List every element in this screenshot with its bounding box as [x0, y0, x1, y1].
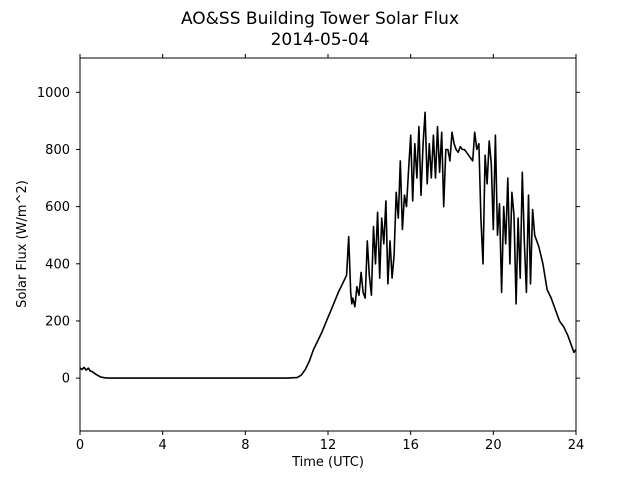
y-tick-label-5: 1000	[37, 86, 70, 101]
x-tick-label-0: 0	[76, 438, 84, 453]
y-tick-label-0: 0	[62, 372, 70, 387]
x-tick-label-3: 12	[320, 438, 337, 453]
chart-title: AO&SS Building Tower Solar Flux	[181, 9, 459, 29]
y-tick-label-4: 800	[45, 143, 70, 158]
x-tick-label-5: 20	[485, 438, 502, 453]
y-tick-label-3: 600	[45, 200, 70, 215]
plot-area	[80, 111, 576, 379]
chart-subtitle: 2014-05-04	[271, 30, 370, 50]
x-axis-label: Time (UTC)	[291, 455, 364, 470]
x-tick-label-6: 24	[568, 438, 585, 453]
y-axis-label: Solar Flux (W/m^2)	[15, 180, 30, 308]
y-tick-label-1: 200	[45, 314, 70, 329]
x-tick-label-2: 8	[241, 438, 249, 453]
plot-frame	[79, 57, 577, 432]
y-tick-label-2: 400	[45, 257, 70, 272]
y-axis-ticks: 0 200 400 600 800 1000	[37, 86, 580, 387]
x-axis-ticks: 0 4 8 12 16 20 24	[76, 54, 584, 453]
x-tick-label-1: 4	[159, 438, 167, 453]
x-tick-label-4: 16	[402, 438, 419, 453]
series-line	[80, 111, 576, 379]
